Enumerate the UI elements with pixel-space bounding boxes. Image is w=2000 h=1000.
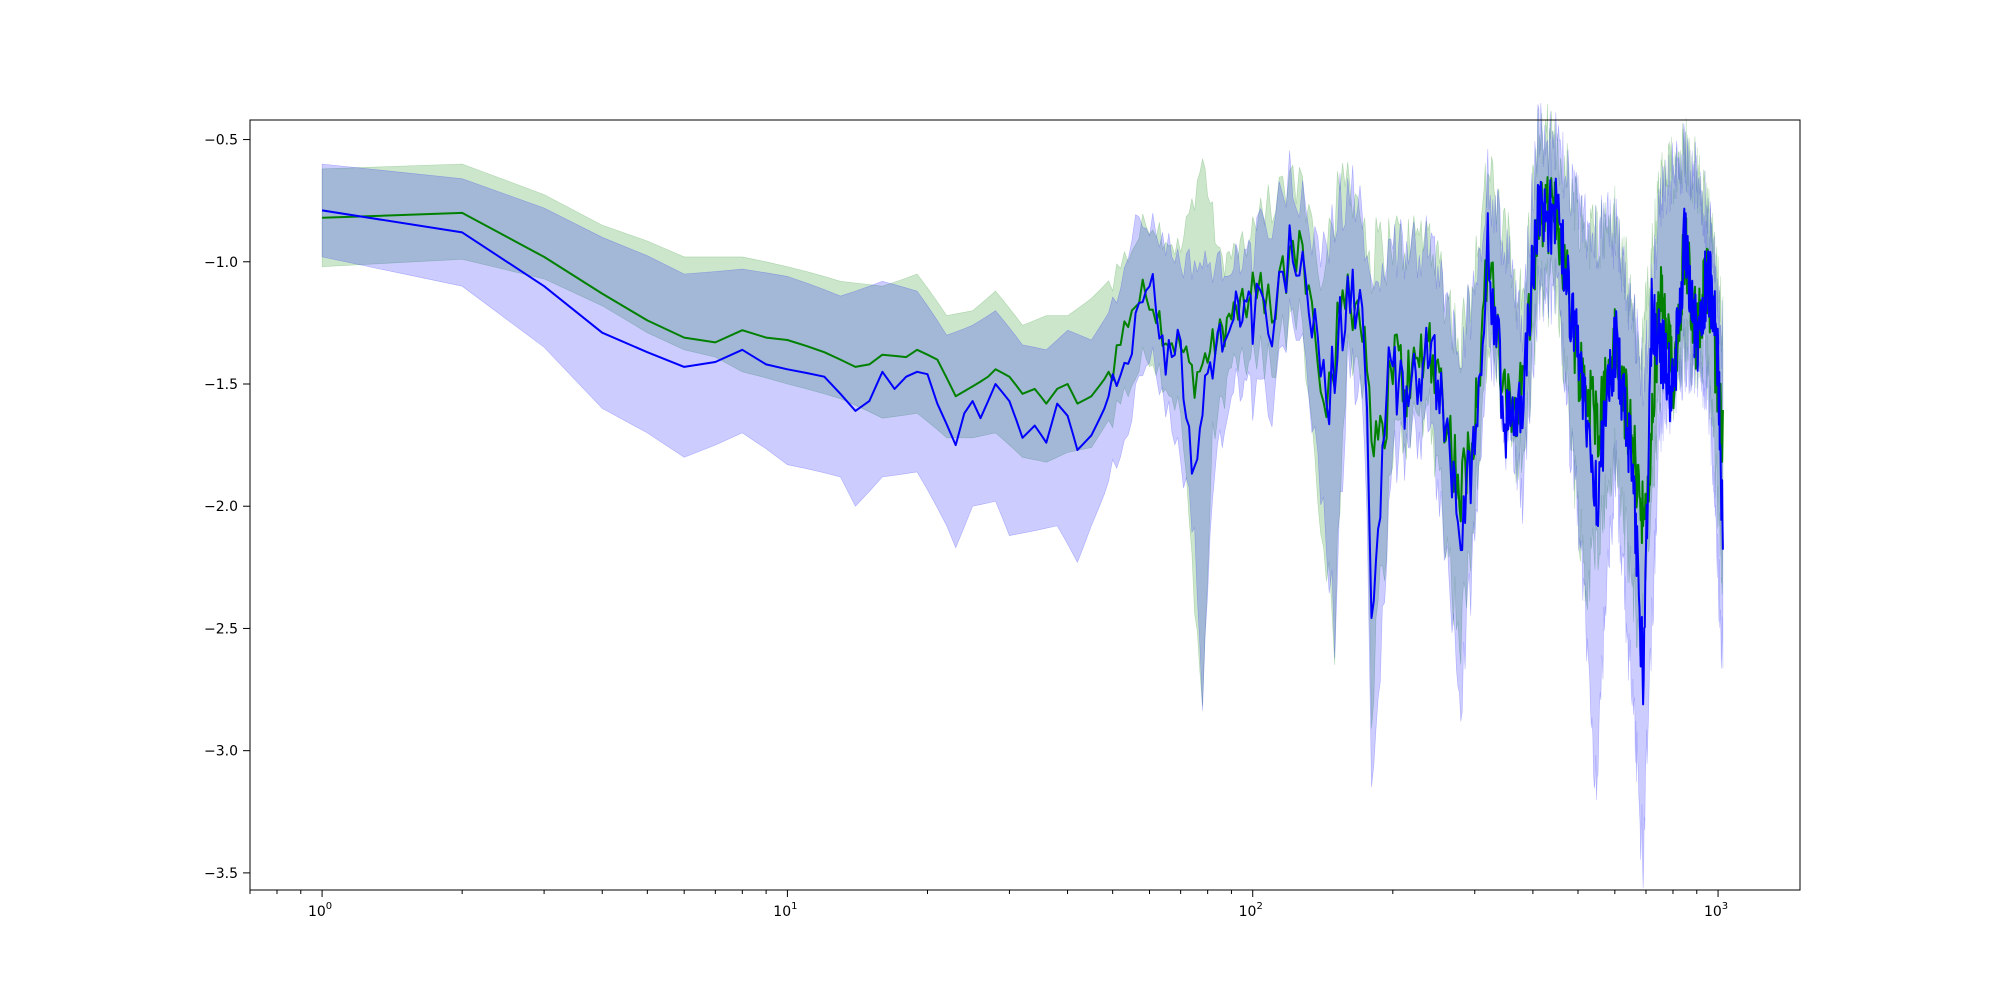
y-tick-label: −0.5	[204, 133, 238, 149]
y-tick-label: −1.0	[204, 255, 238, 271]
series-lines	[321, 176, 1724, 706]
x-tick-label: 103	[1704, 901, 1728, 920]
y-tick-label: −2.0	[204, 499, 238, 515]
y-tick-label: −3.5	[204, 866, 238, 882]
series-2-band	[321, 102, 1724, 889]
y-tick-label: −2.5	[204, 621, 238, 637]
x-axis: 100 101 102 103	[249, 890, 1728, 920]
x-tick-label: 102	[1239, 901, 1263, 920]
x-tick-label: 100	[308, 901, 332, 920]
plot-frame	[249, 119, 1801, 891]
series-2-line	[321, 177, 1724, 706]
y-tick-label: −1.5	[204, 377, 238, 393]
y-tick-label: −3.0	[204, 744, 238, 760]
y-axis: −0.5 −1.0 −1.5 −2.0 −2.5 −3.0 −3.5	[204, 133, 250, 882]
x-tick-label: 101	[773, 901, 797, 920]
